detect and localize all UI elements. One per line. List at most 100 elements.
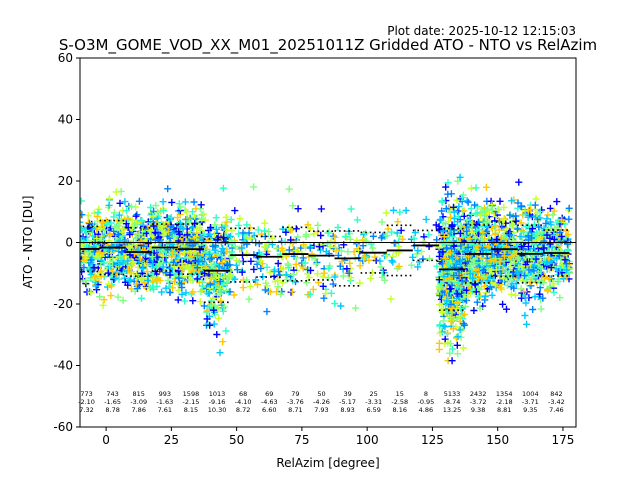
scatter-point [520, 228, 527, 236]
bin-mean-label: -8.74 [444, 398, 461, 406]
scatter-point [124, 214, 131, 222]
scatter-point [247, 234, 255, 242]
scatter-point [154, 275, 161, 283]
scatter-point [394, 218, 402, 226]
scatter-point [100, 259, 108, 267]
scatter-point [450, 208, 458, 216]
scatter-point [270, 267, 278, 275]
bin-count-label: 993 [159, 390, 171, 398]
scatter-point [479, 267, 487, 274]
x-tick-label: 0 [102, 433, 110, 447]
scatter-point [96, 293, 104, 301]
scatter-point [449, 296, 456, 304]
scatter-point [464, 258, 472, 266]
scatter-point [456, 216, 464, 224]
bin-std-label: 4.86 [419, 406, 433, 414]
bin-std-label: 7.93 [314, 406, 328, 414]
scatter-point [230, 291, 238, 299]
scatter-point [446, 349, 454, 357]
scatter-point [376, 257, 384, 265]
scatter-point [119, 296, 127, 304]
scatter-point [467, 239, 475, 247]
bin-std-label: 8.15 [184, 406, 198, 414]
scatter-point [499, 266, 507, 274]
scatter-point [72, 249, 79, 256]
scatter-point [464, 243, 472, 251]
scatter-point [438, 207, 446, 215]
scatter-point [524, 222, 532, 230]
scatter-point [547, 264, 555, 272]
scatter-point [218, 259, 226, 267]
scatter-point [289, 202, 297, 210]
scatter-point [160, 207, 167, 215]
scatter-point [304, 221, 312, 229]
scatter-point [317, 205, 325, 213]
scatter-point [444, 329, 452, 337]
scatter-point [227, 216, 235, 224]
scatter-point [164, 227, 172, 235]
scatter-point [178, 266, 186, 274]
scatter-point [217, 247, 225, 255]
scatter-point [474, 242, 482, 250]
scatter-point [80, 238, 84, 246]
scatter-point [472, 288, 480, 296]
scatter-point [159, 263, 167, 271]
scatter-point [226, 261, 234, 269]
scatter-point [488, 266, 496, 274]
x-axis: 0 25 50 75 100 125 150 175 [102, 427, 574, 447]
bin-std-label: 9.38 [471, 406, 485, 414]
scatter-point [101, 253, 109, 261]
scatter-point [238, 268, 246, 276]
scatter-point [80, 248, 81, 250]
scatter-point [288, 288, 296, 296]
scatter-point [454, 350, 462, 358]
bin-count-label: 743 [106, 390, 118, 398]
scatter-point [93, 286, 101, 294]
scatter-point [488, 238, 496, 245]
scatter-point [545, 254, 553, 262]
scatter-point [144, 240, 152, 248]
scatter-point [436, 292, 444, 300]
scatter-point [561, 256, 569, 264]
scatter-point [539, 294, 547, 302]
scatter-point [512, 291, 519, 299]
bin-count-label: 2432 [470, 390, 487, 398]
scatter-point [446, 238, 453, 246]
scatter-point [447, 190, 455, 198]
y-tick-label: 60 [58, 51, 73, 65]
scatter-point [436, 321, 444, 329]
bin-std-label: 8.78 [105, 406, 119, 414]
scatter-point [534, 269, 542, 277]
scatter-point [289, 271, 297, 279]
scatter-point [252, 276, 260, 284]
scatter-point [509, 222, 517, 229]
scatter-point [446, 249, 454, 257]
scatter-point [210, 306, 218, 314]
scatter-point [435, 252, 443, 260]
scatter-point [476, 304, 484, 312]
scatter-point [456, 326, 464, 334]
scatter-point [522, 299, 530, 307]
scatter-point [193, 264, 201, 272]
bin-count-label: 773 [80, 390, 92, 398]
scatter-point [481, 293, 489, 301]
scatter-point [513, 256, 521, 263]
scatter-point [80, 257, 88, 264]
scatter-point [508, 197, 516, 205]
bin-mean-label: -3.42 [548, 398, 565, 406]
scatter-point [556, 229, 564, 237]
scatter-point [426, 255, 433, 263]
scatter-point [72, 249, 79, 256]
bin-count-label: 25 [370, 390, 378, 398]
scatter-point [73, 244, 80, 251]
scatter-point [178, 260, 186, 267]
scatter-point [243, 276, 251, 284]
scatter-point [388, 257, 396, 265]
scatter-point [245, 295, 253, 303]
scatter-point [71, 214, 78, 221]
scatter-point [442, 183, 450, 191]
scatter-point [506, 231, 514, 239]
scatter-point [465, 254, 473, 262]
bin-count-label: 79 [291, 390, 299, 398]
scatter-point [501, 278, 509, 286]
